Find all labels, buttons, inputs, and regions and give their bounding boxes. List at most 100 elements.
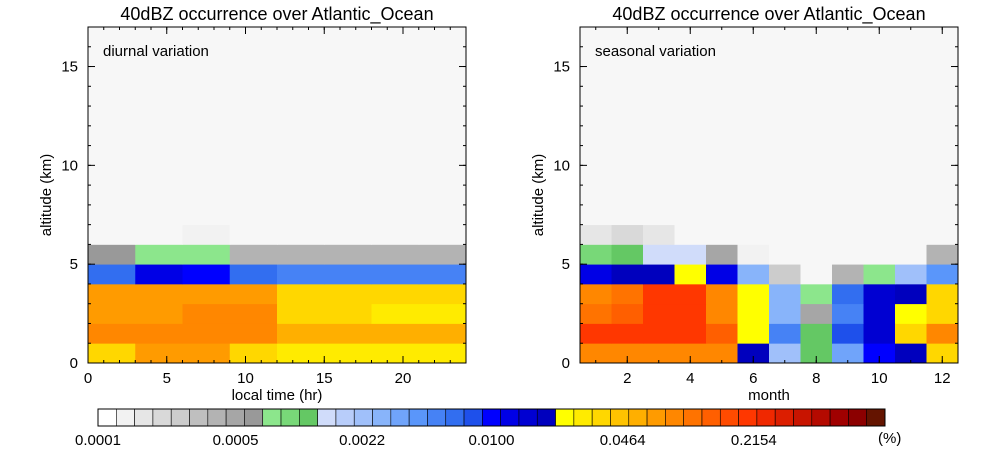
colorbar-swatch bbox=[116, 408, 135, 427]
heatmap-cell bbox=[674, 27, 707, 226]
heatmap-cell bbox=[863, 283, 896, 305]
diurnal-panel: 0 5 10 15 20 0 5 10 15 40dBZ occurrence over Atla… bbox=[38, 4, 467, 404]
heatmap-cell bbox=[737, 27, 770, 226]
y-tick-label: 15 bbox=[61, 59, 78, 76]
heatmap-cell bbox=[800, 283, 833, 305]
heatmap-cell bbox=[832, 27, 864, 226]
colorbar-swatch bbox=[500, 408, 520, 427]
colorbar-swatch bbox=[97, 408, 117, 427]
heatmap-cell bbox=[832, 323, 864, 344]
colorbar-swatch bbox=[189, 408, 209, 427]
colorbar-tick-label: 0.0005 bbox=[213, 432, 259, 449]
heatmap-cell bbox=[800, 264, 833, 285]
heatmap-cell bbox=[674, 323, 707, 344]
colorbar-swatch bbox=[353, 408, 373, 427]
x-tick-label: 15 bbox=[316, 370, 333, 387]
heatmap-cell bbox=[832, 244, 864, 265]
heatmap-cell bbox=[611, 27, 644, 226]
heatmap-cell bbox=[611, 303, 644, 324]
colorbar-swatch bbox=[866, 408, 886, 427]
colorbar-swatch bbox=[701, 408, 721, 427]
heatmap-cell bbox=[611, 244, 644, 265]
colorbar-swatch bbox=[646, 408, 666, 427]
seasonal-panel: 2 4 6 8 10 12 0 5 10 15 40dBZ occurrence over Atla… bbox=[530, 4, 959, 404]
heatmap-cell bbox=[800, 27, 833, 226]
heatmap-cell bbox=[769, 283, 801, 305]
heatmap-cell bbox=[643, 323, 675, 344]
heatmap-cell bbox=[895, 323, 927, 344]
x-tick-label: 8 bbox=[812, 370, 820, 387]
heatmap-cell bbox=[832, 283, 864, 305]
chart-title: 40dBZ occurrence over Atlantic_Ocean bbox=[612, 4, 925, 25]
heatmap-cell bbox=[580, 244, 612, 265]
heatmap-cell bbox=[706, 343, 738, 364]
heatmap-cell bbox=[926, 27, 959, 226]
colorbar-swatch bbox=[665, 408, 684, 427]
heatmap-cell bbox=[182, 303, 231, 324]
heatmap-cell bbox=[800, 244, 833, 265]
colorbar-swatch bbox=[335, 408, 355, 427]
colorbar-swatch bbox=[811, 408, 831, 427]
heatmap-cell bbox=[643, 27, 675, 226]
colorbar-swatch bbox=[262, 408, 282, 427]
heatmap-cell bbox=[926, 244, 959, 265]
colorbar-swatch bbox=[170, 408, 190, 427]
heatmap-cell bbox=[229, 244, 278, 265]
heatmap-cell bbox=[277, 244, 325, 265]
heatmap-cell bbox=[418, 224, 467, 245]
heatmap-cell bbox=[229, 264, 278, 285]
colorbar-swatch bbox=[207, 408, 227, 427]
heatmap-cell bbox=[895, 264, 927, 285]
heatmap-cell bbox=[182, 323, 231, 344]
colorbar-frame bbox=[97, 408, 886, 427]
x-tick-label: 20 bbox=[395, 370, 412, 387]
heatmap-cell bbox=[737, 303, 770, 324]
heatmap-cell bbox=[863, 27, 896, 226]
heatmap-cell bbox=[769, 343, 801, 364]
colorbar-swatch bbox=[280, 408, 300, 427]
heatmap-cell bbox=[371, 244, 420, 265]
heatmap-cell bbox=[706, 244, 738, 265]
y-axis-label: altitude (km) bbox=[530, 154, 547, 237]
heatmap-cell bbox=[800, 343, 833, 364]
colorbar: 0.0001 0.0005 0.0022 0.0100 0.0464 0.2154 (%) bbox=[75, 408, 901, 449]
heatmap-cell bbox=[182, 343, 231, 364]
heatmap-cell bbox=[182, 244, 231, 265]
heatmap-cell bbox=[926, 224, 959, 245]
heatmap-cell bbox=[926, 323, 959, 344]
heatmap-cell bbox=[229, 27, 278, 226]
heatmap-cell bbox=[895, 244, 927, 265]
heatmap-cell bbox=[706, 303, 738, 324]
heatmap-cell bbox=[324, 224, 372, 245]
colorbar-swatch bbox=[683, 408, 703, 427]
x-tick-label: 6 bbox=[749, 370, 757, 387]
colorbar-swatch bbox=[299, 408, 318, 427]
colorbar-swatch bbox=[555, 408, 575, 427]
colorbar-swatch bbox=[518, 408, 538, 427]
heatmap-cell bbox=[674, 343, 707, 364]
heatmap-cell bbox=[832, 303, 864, 324]
heatmap-cell bbox=[832, 264, 864, 285]
heatmap-cell bbox=[706, 224, 738, 245]
heatmap-cell bbox=[706, 323, 738, 344]
heatmap-cell bbox=[832, 224, 864, 245]
heatmap-cell bbox=[611, 224, 644, 245]
colorbar-swatch bbox=[482, 408, 501, 427]
colorbar-tick-label: 0.2154 bbox=[731, 432, 777, 449]
heatmap-cell bbox=[580, 27, 612, 226]
heatmap-cell bbox=[674, 264, 707, 285]
heatmap-cell bbox=[863, 343, 896, 364]
heatmap-cell bbox=[706, 283, 738, 305]
heatmap-cell bbox=[277, 343, 325, 364]
heatmap-cell bbox=[611, 264, 644, 285]
heatmap-cell bbox=[277, 27, 325, 226]
heatmap-cell bbox=[324, 343, 372, 364]
heatmap-cell bbox=[769, 224, 801, 245]
heatmap-cell bbox=[371, 283, 420, 305]
colorbar-tick-label: 0.0022 bbox=[339, 432, 385, 449]
colorbar-swatch bbox=[134, 408, 154, 427]
colorbar-swatch bbox=[628, 408, 648, 427]
x-tick-label: 10 bbox=[237, 370, 254, 387]
heatmap-cell bbox=[277, 283, 325, 305]
colorbar-swatch bbox=[793, 408, 813, 427]
